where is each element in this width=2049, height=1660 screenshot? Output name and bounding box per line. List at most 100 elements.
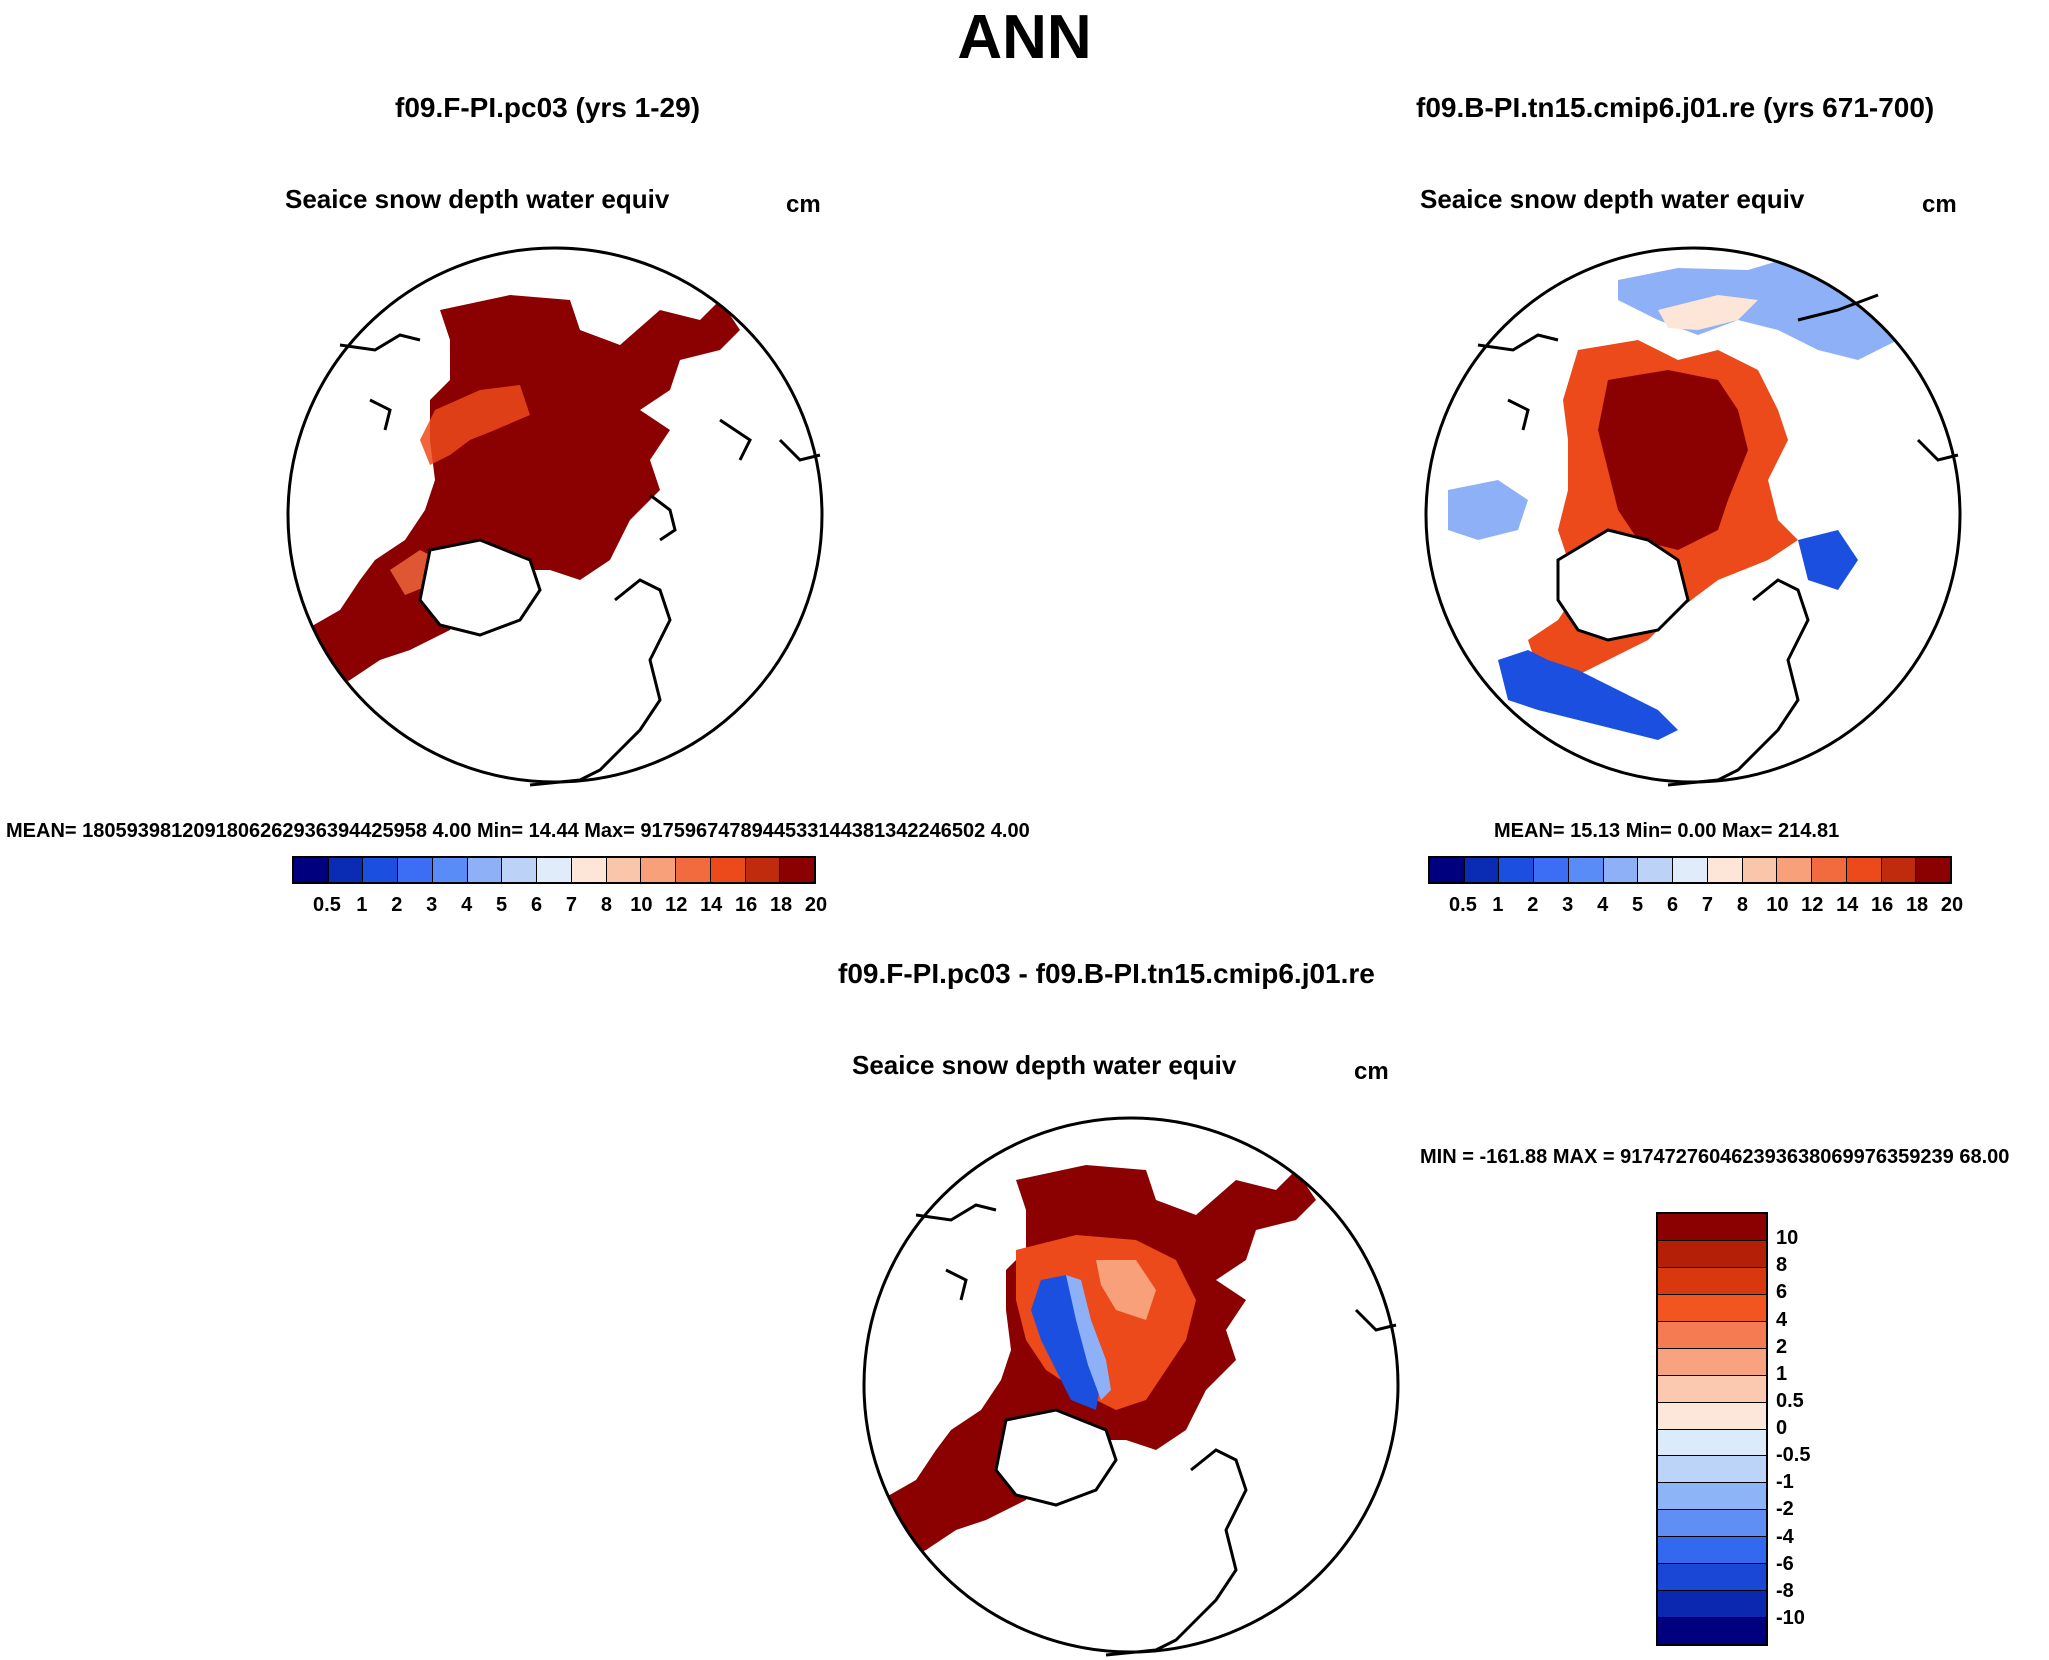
colorbar-tick-label: 20: [804, 894, 828, 916]
panel2-variable-title: Seaice snow depth water equiv: [1420, 184, 1805, 214]
colorbar-tick-label: 18: [1905, 894, 1929, 916]
colorbar-tick-label: 2: [391, 894, 403, 916]
map-boundary: [862, 1116, 1400, 1654]
diff-variable-title: Seaice snow depth water equiv: [852, 1050, 1237, 1080]
colorbar-box: [676, 858, 711, 882]
colorbar-tick-label: 16: [1871, 894, 1894, 916]
colorbar-box: [1673, 858, 1708, 882]
diff-stats: MIN = -161.88 MAX = 91747276046239363806…: [1420, 1146, 2010, 1168]
colorbar-box: [1658, 1267, 1766, 1295]
land-mass: [994, 1408, 1118, 1507]
colorbar-tick-label: 20: [1940, 894, 1964, 916]
colorbar-box: [1812, 858, 1847, 882]
colorbar-box: [1658, 1456, 1766, 1484]
colorbar-box: [398, 858, 433, 882]
coastlines: [1477, 293, 1959, 787]
seaice-field-orange: [420, 385, 530, 465]
colorbar-tick-label: 3: [426, 894, 438, 916]
colorbar-tick-label: 14: [1836, 894, 1859, 916]
panel2-stats: MEAN= 15.13 Min= 0.00 Max= 214.81: [1494, 820, 1840, 842]
seaice-field-blue-light: [1066, 1275, 1111, 1400]
colorbar-tick-label: 8: [1736, 894, 1748, 916]
colorbar-tick-label: 5: [1632, 894, 1644, 916]
colorbar-box: [571, 858, 607, 882]
colorbar-tick-label: 2: [1776, 1335, 1788, 1358]
panel1-title: f09.F-PI.pc03 (yrs 1-29): [395, 92, 701, 123]
colorbar-box: [1638, 858, 1674, 882]
map-boundary: [1424, 246, 1962, 784]
map-boundary: [286, 246, 824, 784]
colorbar-box: [432, 858, 468, 882]
colorbar-tick-label: -1: [1776, 1471, 1794, 1494]
colorbar-box: [294, 858, 329, 882]
colorbar-tick-label: 0: [1776, 1417, 1788, 1439]
colorbar-tick-label: 4: [1776, 1308, 1788, 1331]
colorbar-box: [606, 858, 642, 882]
colorbar-tick-label: 10: [1776, 1227, 1799, 1250]
colorbar-box: [328, 858, 364, 882]
map-panel-1: [286, 246, 824, 787]
colorbar-tick-label: 12: [665, 894, 688, 916]
colorbar-box: [1430, 858, 1465, 882]
colorbar-box: [1658, 1510, 1766, 1538]
colorbar-tick-label: 3: [1562, 894, 1574, 916]
colorbar-panel-1: [292, 856, 816, 884]
colorbar-tick-label: 8: [600, 894, 612, 916]
colorbar-tick-label: -6: [1776, 1552, 1794, 1575]
colorbar-box: [363, 858, 399, 882]
colorbar-box: [1916, 858, 1951, 882]
colorbar-box: [1777, 858, 1813, 882]
colorbar-box: [467, 858, 503, 882]
colorbar-tick-label: 5: [496, 894, 508, 916]
colorbar-tick-label: 1: [356, 894, 368, 916]
colorbar-tick-label: -4: [1776, 1525, 1794, 1548]
colorbar-tick-label: 2: [1527, 894, 1539, 916]
seaice-field-blue-right: [1798, 530, 1858, 590]
colorbar-box: [1846, 858, 1882, 882]
colorbar-box: [1658, 1375, 1766, 1403]
land-mass: [1556, 528, 1690, 642]
colorbar-box: [1658, 1429, 1766, 1457]
colorbar-box: [710, 858, 746, 882]
colorbar-tick-label: 18: [769, 894, 793, 916]
colorbar-box: [1499, 858, 1535, 882]
colorbar-box: [1658, 1214, 1766, 1241]
colorbar-box: [1534, 858, 1569, 882]
diff-panel-title: f09.F-PI.pc03 - f09.B-PI.tn15.cmip6.j01.…: [838, 958, 1375, 989]
colorbar-box: [1658, 1564, 1766, 1592]
colorbar-tick-label: 16: [735, 894, 758, 916]
seaice-field: [300, 295, 740, 695]
colorbar-box: [1881, 858, 1917, 882]
panel2-title: f09.B-PI.tn15.cmip6.j01.re (yrs 671-700): [1416, 92, 1935, 123]
land-mass: [418, 538, 542, 637]
colorbar-tick-label: 0.5: [1776, 1389, 1804, 1412]
colorbar-tick-label: 4: [461, 894, 473, 916]
colorbar-tick-label: 7: [565, 894, 578, 916]
colorbar-box: [1464, 858, 1500, 882]
colorbar-box: [745, 858, 781, 882]
panel1-units: cm: [786, 191, 821, 218]
panel2-units: cm: [1922, 191, 1957, 218]
colorbar-tick-label: 6: [530, 894, 543, 916]
colorbar-box: [1658, 1537, 1766, 1565]
colorbar-tick-label: 1: [1492, 894, 1504, 916]
colorbar-tick-label: 0.5: [313, 894, 341, 916]
seaice-field-light-top: [1658, 295, 1758, 330]
colorbar-box: [780, 858, 815, 882]
colorbar-box: [1658, 1591, 1766, 1619]
seaice-field-core: [1598, 370, 1748, 550]
colorbar-box: [1568, 858, 1604, 882]
colorbar-tick-label: -10: [1776, 1606, 1805, 1629]
map-panel-diff: [862, 1116, 1400, 1657]
colorbar-tick-label: 6: [1666, 894, 1679, 916]
colorbar-tick-label: 12: [1801, 894, 1824, 916]
colorbar-tick-label: -8: [1776, 1579, 1794, 1602]
colorbar-box: [1603, 858, 1639, 882]
diff-units: cm: [1354, 1058, 1389, 1085]
colorbar-tick-label: 7: [1701, 894, 1714, 916]
colorbar-tick-label: -0.5: [1776, 1444, 1811, 1467]
colorbar-box: [1658, 1321, 1766, 1349]
seaice-field-blue: [1031, 1275, 1101, 1410]
colorbar-tick-label: -2: [1776, 1498, 1794, 1521]
colorbar-panel-2: [1428, 856, 1952, 884]
